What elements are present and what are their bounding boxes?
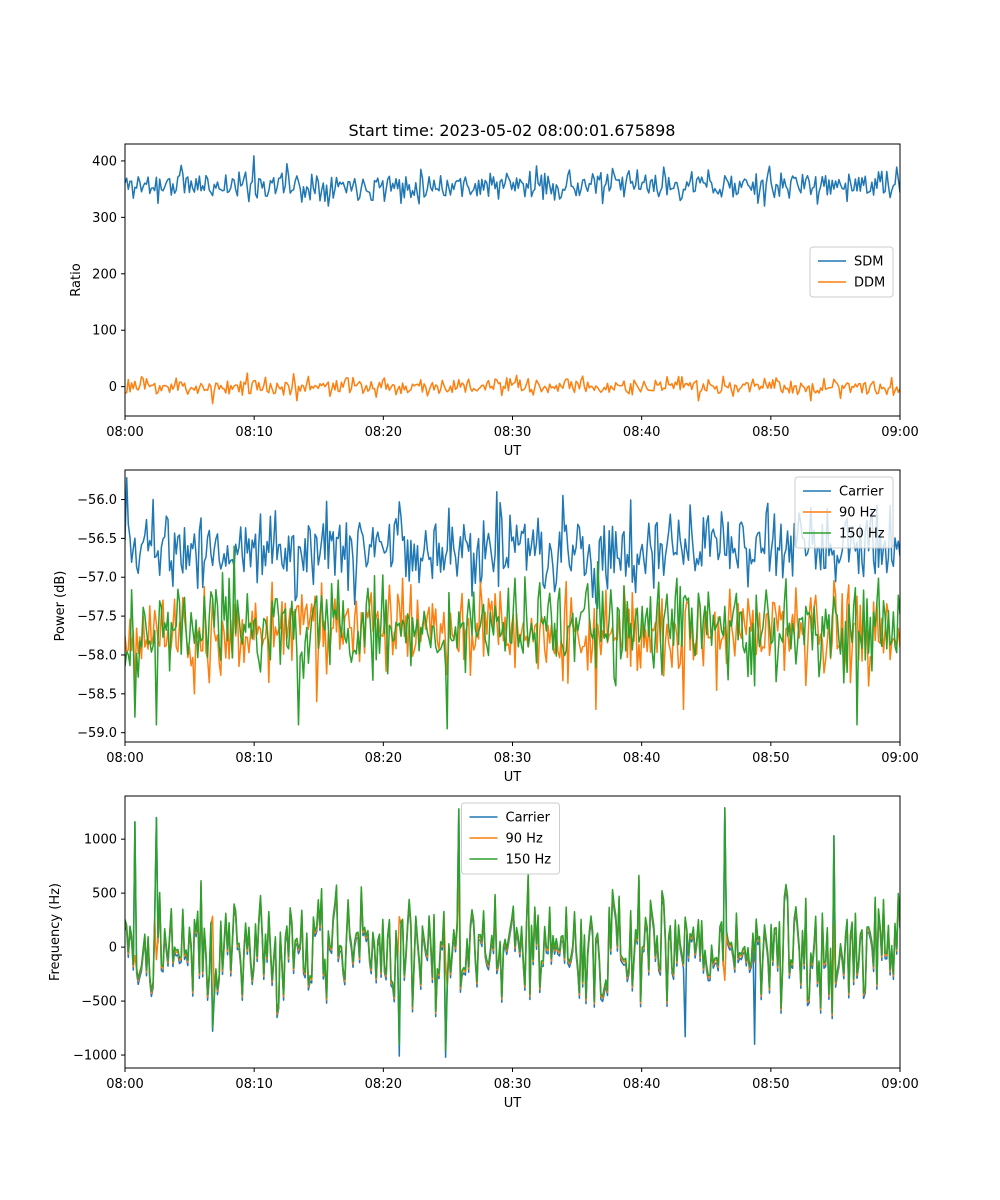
x-tick-label: 08:50 xyxy=(752,751,789,766)
legend-label: 150 Hz xyxy=(506,853,552,868)
y-tick-label: 400 xyxy=(92,154,117,169)
y-tick-label: −1000 xyxy=(73,1049,117,1064)
figure-title: Start time: 2023-05-02 08:00:01.675898 xyxy=(349,121,676,140)
y-tick-label: −58.0 xyxy=(77,648,117,663)
x-axis-label: UT xyxy=(504,444,522,459)
x-tick-label: 08:50 xyxy=(752,1077,789,1092)
x-axis-label: UT xyxy=(504,770,522,785)
legend: Carrier 90 Hz 150 Hz xyxy=(794,476,894,549)
legend-label: DDM xyxy=(854,276,885,291)
x-tick-label: 08:00 xyxy=(106,425,143,440)
x-tick-label: 08:30 xyxy=(494,751,531,766)
y-tick-label: 200 xyxy=(92,267,117,282)
legend-label: 90 Hz xyxy=(839,506,876,521)
y-tick-label: 300 xyxy=(92,211,117,226)
x-tick-label: 08:00 xyxy=(106,751,143,766)
x-tick-label: 09:00 xyxy=(881,425,918,440)
x-tick-label: 08:10 xyxy=(235,1077,272,1092)
legend-label: Carrier xyxy=(839,485,884,500)
series-line-ddm xyxy=(125,372,900,405)
y-tick-label: −58.5 xyxy=(77,687,117,702)
x-tick-label: 08:00 xyxy=(106,1077,143,1092)
x-tick-label: 08:20 xyxy=(365,751,402,766)
frequency-panel: 08:00 08:10 08:20 08:30 08:40 08:50 09:00 UT 100… xyxy=(48,795,919,1111)
y-tick-label: −500 xyxy=(81,995,117,1010)
y-tick-label: 1000 xyxy=(84,833,117,848)
x-tick-label: 08:20 xyxy=(365,1077,402,1092)
y-axis-label: Power (dB) xyxy=(53,571,68,642)
legend-label: Carrier xyxy=(506,811,551,826)
y-tick-label: 0 xyxy=(109,380,117,395)
x-tick-label: 08:40 xyxy=(623,751,660,766)
power-panel: 08:00 08:10 08:20 08:30 08:40 08:50 09:00 UT −56… xyxy=(53,469,919,785)
legend-box xyxy=(794,476,894,549)
y-tick-label: 500 xyxy=(92,887,117,902)
y-tick-label: 0 xyxy=(109,941,117,956)
y-tick-label: −56.0 xyxy=(77,493,117,508)
x-tick-label: 08:10 xyxy=(235,425,272,440)
legend-label: 150 Hz xyxy=(839,527,885,542)
x-tick-label: 08:40 xyxy=(623,425,660,440)
y-axis-label: Ratio xyxy=(69,263,84,296)
series-line-150-hz xyxy=(125,807,900,1052)
legend: Carrier 90 Hz 150 Hz xyxy=(461,802,560,875)
x-tick-label: 08:10 xyxy=(235,751,272,766)
x-tick-label: 08:30 xyxy=(494,1077,531,1092)
ratio-panel: 08:00 08:10 08:20 08:30 08:40 08:50 09:00 UT 0 10… xyxy=(69,143,919,459)
x-axis-label: UT xyxy=(504,1096,522,1111)
legend: SDM DDM xyxy=(809,246,894,298)
x-tick-label: 08:20 xyxy=(365,425,402,440)
series-line-carrier xyxy=(125,477,900,610)
legend-label: 90 Hz xyxy=(506,832,543,847)
legend-label: SDM xyxy=(854,255,883,270)
y-tick-label: −57.0 xyxy=(77,571,117,586)
y-tick-label: −57.5 xyxy=(77,610,117,625)
x-tick-label: 08:50 xyxy=(752,425,789,440)
y-tick-label: 100 xyxy=(92,324,117,339)
series-line-150-hz xyxy=(125,545,900,730)
x-tick-label: 09:00 xyxy=(881,1077,918,1092)
x-tick-label: 08:40 xyxy=(623,1077,660,1092)
y-axis-label: Frequency (Hz) xyxy=(48,883,63,981)
legend-box xyxy=(809,246,894,298)
legend-box xyxy=(461,802,560,875)
y-tick-label: −56.5 xyxy=(77,532,117,547)
x-tick-label: 09:00 xyxy=(881,751,918,766)
y-tick-label: −59.0 xyxy=(77,726,117,741)
x-tick-label: 08:30 xyxy=(494,425,531,440)
series-line-sdm xyxy=(125,155,900,207)
